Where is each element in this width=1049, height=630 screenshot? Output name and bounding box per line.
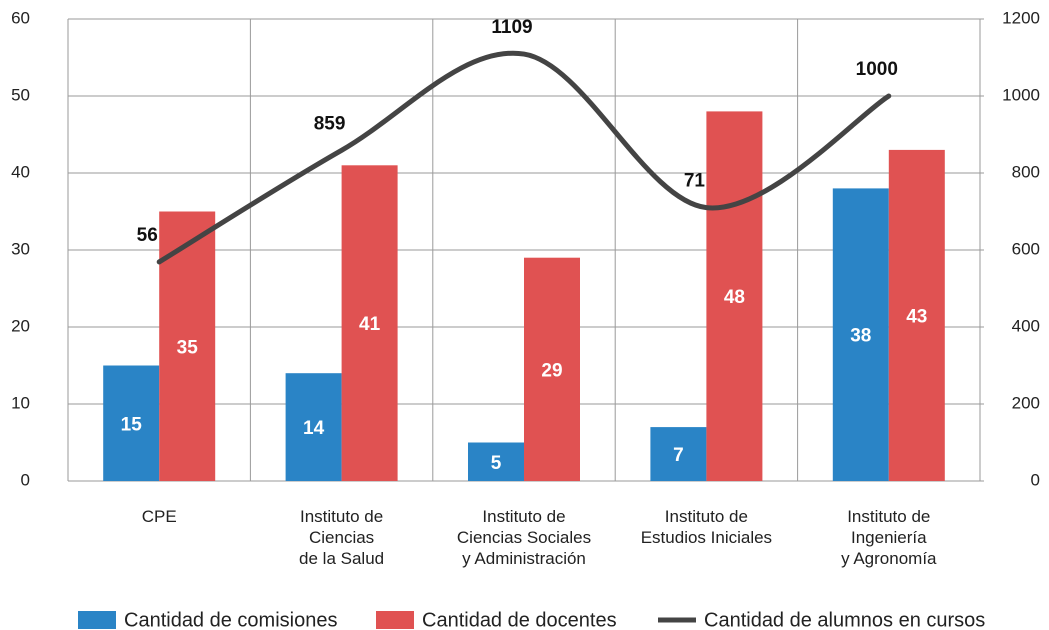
line-value-label: 1000 bbox=[856, 59, 898, 80]
x-tick-label: Instituto de Ingeniería y Agronomía bbox=[841, 507, 937, 568]
x-tick-label: CPE bbox=[141, 507, 177, 526]
y2-tick-label: 1200 bbox=[1002, 8, 1040, 27]
line-value-label: 56 bbox=[137, 225, 158, 246]
y2-tick-label: 1000 bbox=[1002, 85, 1040, 104]
y2-tick-label: 600 bbox=[1012, 239, 1040, 258]
y-tick-label: 20 bbox=[11, 316, 30, 335]
legend-label: Cantidad de comisiones bbox=[124, 609, 337, 630]
line-value-label: 71 bbox=[684, 171, 706, 192]
legend-label: Cantidad de docentes bbox=[422, 609, 617, 630]
bar bbox=[706, 111, 763, 482]
bar bbox=[341, 165, 398, 482]
line-value-label: 1109 bbox=[491, 17, 532, 38]
bar-value-label: 7 bbox=[673, 445, 684, 466]
bar-value-label: 35 bbox=[177, 337, 199, 358]
bar bbox=[524, 257, 580, 481]
legend-swatch bbox=[78, 611, 116, 629]
bar-value-label: 14 bbox=[303, 418, 325, 439]
bar bbox=[650, 427, 707, 481]
x-tick-label: Instituto de Estudios Iniciales bbox=[640, 507, 773, 547]
bar-value-label: 41 bbox=[359, 314, 381, 335]
bar bbox=[285, 373, 342, 481]
x-tick-label: Instituto de Ciencias Sociales y Adminis… bbox=[456, 507, 592, 568]
bar-value-label: 38 bbox=[850, 326, 871, 347]
y-tick-label: 40 bbox=[11, 162, 30, 181]
bar-value-label: 15 bbox=[121, 414, 143, 435]
x-tick-label: Instituto de Ciencias de la Salud bbox=[299, 507, 385, 568]
bar bbox=[103, 365, 160, 481]
y-tick-label: 0 bbox=[21, 470, 30, 489]
legend-label: Cantidad de alumnos en cursos bbox=[704, 609, 985, 630]
bar-value-label: 43 bbox=[906, 306, 927, 327]
y-tick-label: 60 bbox=[11, 8, 30, 27]
y2-tick-label: 200 bbox=[1012, 393, 1040, 412]
line bbox=[156, 50, 892, 265]
bar bbox=[832, 188, 889, 481]
y2-tick-label: 800 bbox=[1012, 162, 1040, 181]
bar-value-label: 29 bbox=[541, 360, 562, 381]
y2-tick-label: 400 bbox=[1012, 316, 1040, 335]
bar bbox=[888, 149, 945, 481]
y-tick-label: 50 bbox=[11, 85, 30, 104]
legend-swatch bbox=[376, 611, 414, 629]
bar-value-label: 48 bbox=[724, 287, 745, 308]
y2-tick-label: 0 bbox=[1031, 470, 1040, 489]
y-tick-label: 10 bbox=[11, 393, 30, 412]
y-tick-label: 30 bbox=[11, 239, 30, 258]
line-value-label: 859 bbox=[314, 113, 346, 134]
bar bbox=[468, 442, 524, 481]
bar-value-label: 5 bbox=[491, 453, 502, 474]
